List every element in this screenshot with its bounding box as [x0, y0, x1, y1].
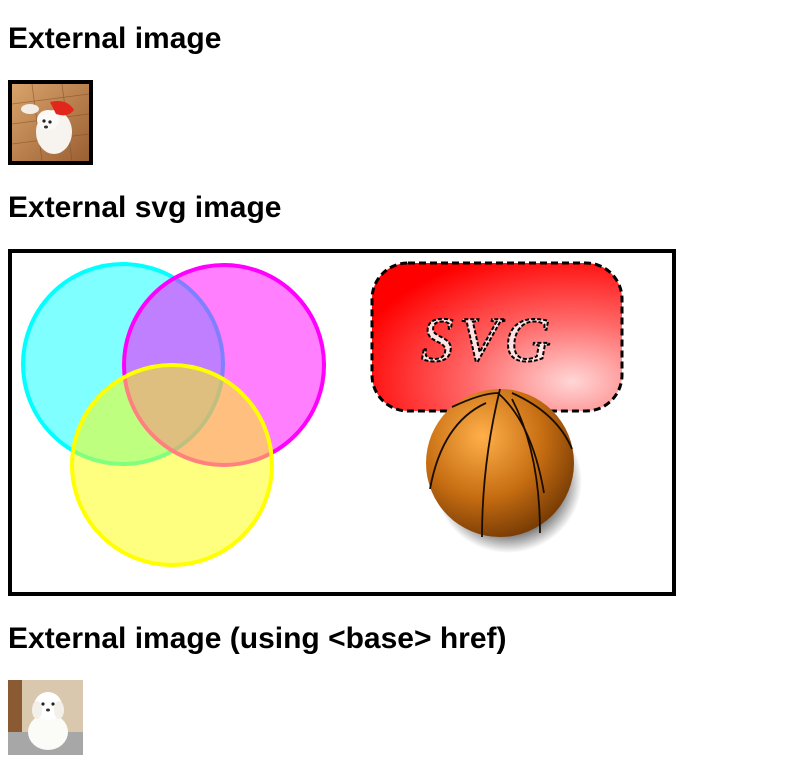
- dog-photo-base-href-image: [8, 680, 83, 755]
- heading-external-image: External image: [8, 22, 222, 55]
- svg-logo-box: SVG: [370, 261, 624, 413]
- heading-external-image-base-href: External image (using <base> href): [8, 622, 507, 655]
- venn-circles: [21, 262, 326, 567]
- dog-photo-image: [8, 80, 93, 165]
- svg-illustration-image: SVG: [8, 249, 676, 596]
- heading-external-svg-image: External svg image: [8, 191, 282, 224]
- svg-logo-text: SVG: [421, 304, 556, 375]
- basketball-image: [426, 388, 582, 553]
